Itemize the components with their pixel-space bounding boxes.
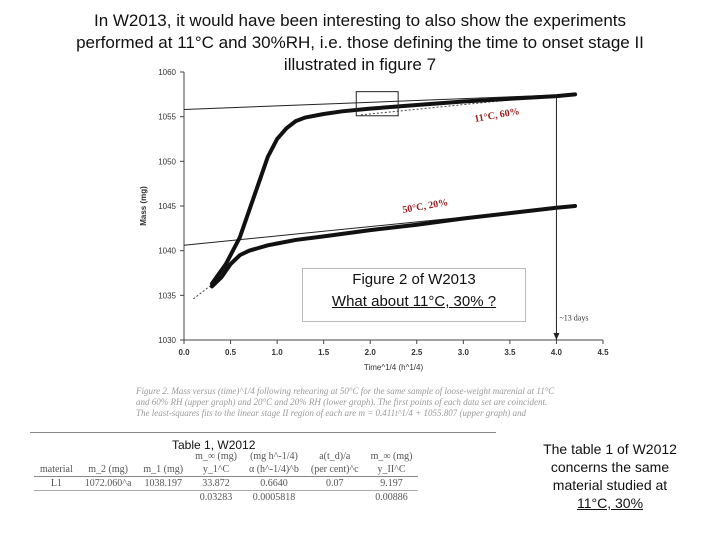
- annotation-upper: 11°C, 60%: [474, 106, 521, 125]
- table-cell: 1038.197: [144, 478, 183, 489]
- table-head-cell: y_1^C: [189, 463, 243, 477]
- figure-caption: Figure 2. Mass versus (time)^1/4 followi…: [136, 386, 616, 419]
- caption-line-3: The least-squares fits to the linear sta…: [136, 408, 526, 418]
- table-header-row-1: m_∞ (mg) (mg h^-1/4) a(t_d)/a m_∞ (mg): [34, 450, 418, 463]
- x-tick-label: 2.0: [365, 348, 377, 357]
- table-cell: [34, 490, 79, 504]
- side-note-line-4: 11°C, 30%: [576, 495, 644, 511]
- caption-line-1: Figure 2. Mass versus (time)^1/4 followi…: [136, 386, 555, 396]
- vertical-marker-label: ~13 days: [559, 313, 588, 322]
- table-cell: 0.03283: [189, 490, 243, 504]
- side-note: The table 1 of W2012 concerns the same m…: [510, 440, 710, 512]
- table-head-cell: (mg h^-1/4): [250, 451, 298, 462]
- table-head-cell: m_2 (mg): [78, 463, 138, 477]
- table-cell: [78, 490, 138, 504]
- table-head-cell: [34, 450, 79, 463]
- table-cell: L1: [50, 478, 62, 489]
- table-cell: [137, 490, 190, 504]
- series-line-lower: [209, 204, 578, 289]
- title-line-3: illustrated in figure 7: [283, 55, 437, 74]
- side-note-line-1: The table 1 of W2012: [543, 441, 677, 457]
- table-head-cell: m_1 (mg): [137, 463, 190, 477]
- y-tick-label: 1050: [158, 157, 176, 166]
- x-tick-label: 0.5: [225, 348, 237, 357]
- x-tick-label: 2.5: [411, 348, 423, 357]
- table-row: 0.03283 0.0005818 0.00886: [34, 490, 419, 504]
- x-tick-label: 3.0: [458, 348, 470, 357]
- y-tick-label: 1040: [158, 247, 176, 256]
- x-tick-label: 1.5: [318, 348, 330, 357]
- figure-note-box: Figure 2 of W2013 What about 11°C, 30% ?: [302, 268, 526, 322]
- y-tick-label: 1030: [158, 336, 176, 345]
- initial-segment: [193, 284, 213, 300]
- table-head-cell: y_II^C: [364, 463, 419, 477]
- x-tick-label: 3.5: [504, 348, 516, 357]
- x-tick-label: 0.0: [178, 348, 190, 357]
- side-note-line-3: material studied at: [552, 477, 668, 493]
- table-head-cell: (per cent)^c: [304, 463, 365, 477]
- note-line-2: What about 11°C, 30% ?: [331, 293, 497, 310]
- table-head-cell: m_∞ (mg): [370, 451, 413, 462]
- table-head-cell: α (h^-1/4)^b: [242, 463, 305, 477]
- table-cell: 0.00886: [364, 490, 419, 504]
- table-cell: 0.0005818: [242, 490, 305, 504]
- annotation-lower: 50°C, 20%: [402, 197, 449, 216]
- side-note-line-2: concerns the same: [550, 459, 670, 475]
- table-cell: 1072.060^a: [84, 478, 132, 489]
- slide-title: In W2013, it would have been interesting…: [40, 10, 680, 76]
- y-tick-label: 1045: [158, 202, 176, 211]
- series-line-upper: [209, 92, 578, 286]
- x-tick-label: 4.0: [551, 348, 563, 357]
- table-cell: [304, 490, 365, 504]
- table-title: Table 1, W2012: [172, 438, 256, 452]
- y-tick-label: 1035: [158, 291, 176, 300]
- vertical-marker-arrow: [553, 333, 560, 340]
- table-head-cell: m_∞ (mg): [195, 451, 237, 462]
- table-cell: 33.872: [202, 478, 230, 489]
- y-axis-label: Mass (mg): [139, 186, 148, 226]
- table-head-cell: a(t_d)/a: [319, 451, 351, 462]
- title-line-2: performed at 11°C and 30%RH, i.e. those …: [76, 33, 644, 52]
- y-tick-label: 1055: [158, 113, 176, 122]
- caption-line-2: and 60% RH (upper graph) and 20°C and 20…: [136, 397, 548, 407]
- table-header-row-2: material m_2 (mg) m_1 (mg) y_1^C α (h^-1…: [34, 463, 419, 477]
- table-cell: 9.197: [380, 478, 403, 489]
- highlight-box: [355, 91, 399, 117]
- table-cell: 0.07: [326, 478, 344, 489]
- title-line-1: In W2013, it would have been interesting…: [93, 11, 627, 30]
- x-axis-label: Time^1/4 (h^1/4): [364, 363, 424, 372]
- x-tick-label: 4.5: [597, 348, 609, 357]
- note-line-1: Figure 2 of W2013: [352, 271, 476, 288]
- table-frame: [30, 432, 496, 537]
- table-row: L1 1072.060^a 1038.197 33.872 0.6640 0.0…: [34, 477, 418, 491]
- y-tick-label: 1060: [158, 68, 176, 77]
- table-cell: 0.6640: [260, 478, 288, 489]
- results-table: m_∞ (mg) (mg h^-1/4) a(t_d)/a m_∞ (mg) m…: [34, 450, 419, 504]
- x-tick-label: 1.0: [272, 348, 284, 357]
- table-head-cell: [79, 450, 138, 463]
- table-head-cell: material: [34, 463, 79, 477]
